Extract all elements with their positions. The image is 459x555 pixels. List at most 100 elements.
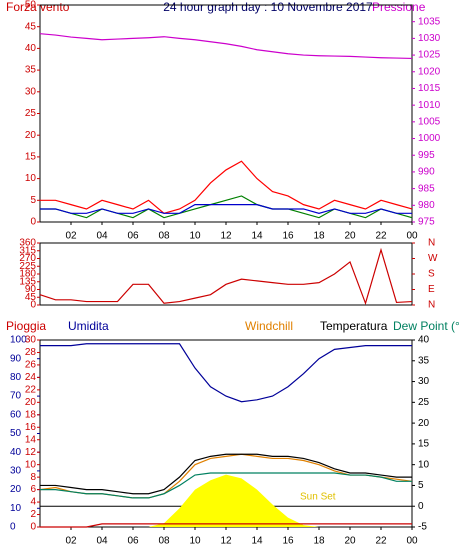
y2-tick-label: 1005 [418,116,441,127]
series-line [40,453,412,495]
y-tick-label: 25 [25,108,37,119]
y-tick-label: 80 [10,372,22,383]
y3-tick-label: 18 [25,409,37,420]
plot-area [39,4,413,223]
y-tick-label: 20 [10,484,22,495]
y2-tick-label: 980 [418,200,435,211]
y-tick-label: 135 [19,276,36,287]
chart-title: 24 hour graph day : 10 Novembre 2017 [163,0,373,14]
x-tick-label: 20 [344,231,356,242]
x-tick-label: 10 [189,231,201,242]
y3-tick-label: 20 [25,397,37,408]
y3-tick-label: 28 [25,347,37,358]
y-tick-label: 0 [30,300,36,311]
x-tick-label: 00 [406,536,418,547]
y2-tick-label: 40 [418,335,430,346]
x-tick-label: 06 [127,536,139,547]
x-tick-label: 00 [406,231,418,242]
x-tick-label: 06 [127,231,139,242]
y2-tick-label: 1010 [418,100,441,111]
area [40,474,412,527]
y2-tick-label: N [428,238,435,249]
wind-label: Forza vento [6,0,70,14]
legend-entry: Pioggia [6,319,46,333]
series-line [40,343,412,403]
annotation: Sun Set [300,492,336,503]
y-tick-label: 70 [10,391,22,402]
legend-entry: Umidita [68,319,109,333]
legend-entry: Temperatura [320,319,388,333]
y-tick-label: 30 [25,86,37,97]
y-tick-label: 90 [25,284,37,295]
y3-tick-label: 26 [25,360,37,371]
y2-tick-label: 985 [418,183,435,194]
y2-tick-label: 1015 [418,83,441,94]
y2-tick-label: W [428,253,438,264]
y-tick-label: 35 [25,65,37,76]
pressure-label: Pressione [372,0,426,14]
y-tick-label: 10 [10,503,22,514]
y-tick-label: 60 [10,409,22,420]
x-tick-label: 08 [158,536,170,547]
x-tick-label: 04 [96,231,108,242]
y3-tick-label: 2 [30,509,36,520]
y2-tick-label: 975 [418,217,435,228]
series-line [40,160,413,214]
y-tick-label: 10 [25,173,37,184]
y3-tick-label: 16 [25,422,37,433]
y-tick-label: 100 [10,335,27,346]
y-tick-label: 45 [25,292,37,303]
y-tick-label: 5 [30,195,36,206]
y-tick-label: 40 [10,447,22,458]
y-tick-label: 30 [10,466,22,477]
x-tick-label: 08 [158,231,170,242]
x-tick-label: 02 [65,231,77,242]
x-tick-label: 04 [96,536,108,547]
y2-tick-label: 1020 [418,66,441,77]
y-tick-label: 0 [30,217,36,228]
y3-tick-label: 12 [25,447,37,458]
y-tick-label: 315 [19,245,36,256]
x-tick-label: 16 [282,231,294,242]
x-tick-label: 14 [251,231,263,242]
y2-tick-label: 1035 [418,16,441,27]
series-line [39,33,413,60]
x-tick-label: 22 [375,536,387,547]
x-tick-label: 12 [220,536,232,547]
x-tick-label: 18 [313,536,325,547]
y2-tick-label: 1025 [418,50,441,61]
y2-tick-label: 1000 [418,133,441,144]
y3-tick-label: 0 [30,522,36,533]
y2-tick-label: 995 [418,150,435,161]
y-tick-label: 180 [19,269,36,280]
series-line [39,247,413,306]
x-tick-label: 16 [282,536,294,547]
x-tick-label: 10 [189,536,201,547]
legend-entry: Dew Point (°C [393,319,459,333]
x-tick-label: 18 [313,231,325,242]
y3-tick-label: 30 [25,335,37,346]
y3-tick-label: 10 [25,459,37,470]
y2-tick-label: N [428,300,435,311]
y-tick-label: 0 [10,522,16,533]
y-tick-label: 90 [10,353,22,364]
series-line [40,204,412,214]
x-tick-label: 12 [220,231,232,242]
y-tick-label: 360 [19,238,36,249]
y-tick-label: 45 [25,21,37,32]
y3-tick-label: 8 [30,472,36,483]
y3-tick-label: 24 [25,372,37,383]
legend-entry: Windchill [245,319,293,333]
x-tick-label: 02 [65,536,77,547]
series-line [40,523,412,528]
y2-tick-label: 25 [418,397,430,408]
y2-tick-label: 10 [418,459,430,470]
y3-tick-label: 22 [25,385,37,396]
x-tick-label: 22 [375,231,387,242]
y-tick-label: 270 [19,253,36,264]
y2-tick-label: E [428,284,435,295]
y2-tick-label: 20 [418,418,430,429]
y2-tick-label: -5 [418,522,427,533]
y2-tick-label: 0 [418,501,424,512]
